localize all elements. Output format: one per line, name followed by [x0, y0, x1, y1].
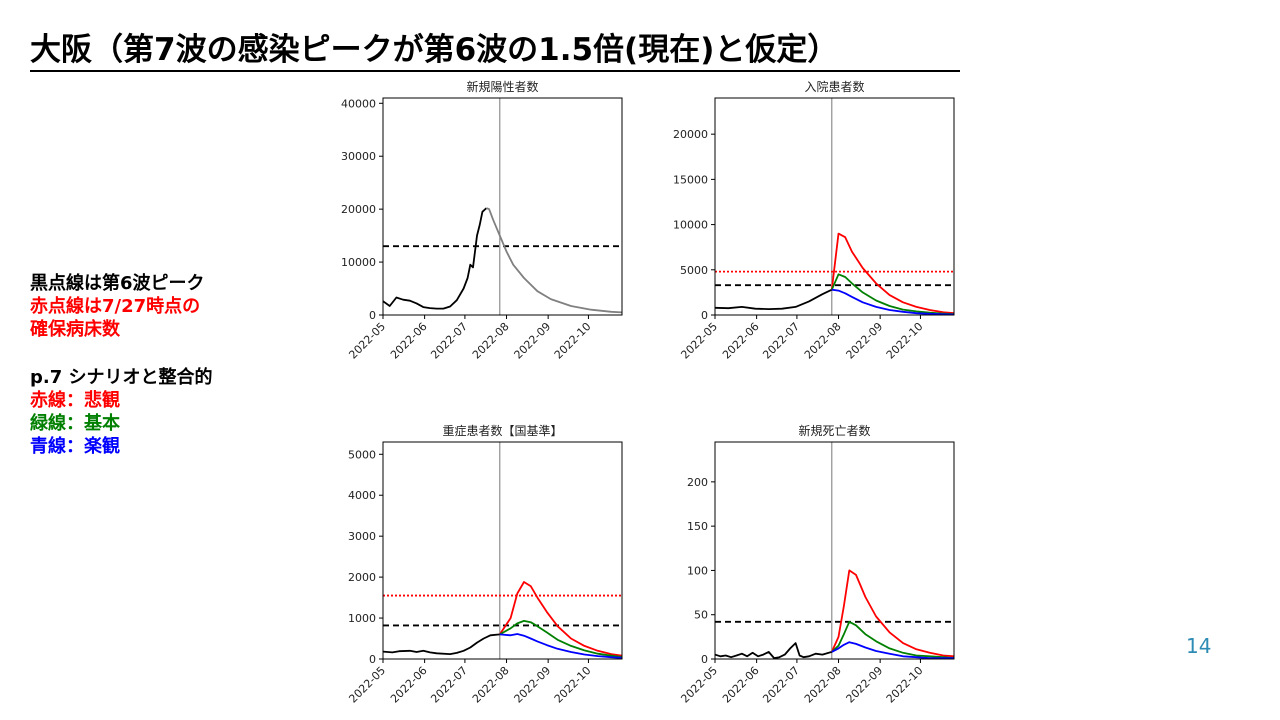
x-tick-label: 2022-09 — [844, 320, 886, 362]
x-tick-label: 2022-09 — [512, 664, 554, 706]
x-tick-label: 2022-07 — [428, 664, 470, 706]
red-dotted-note-line2: 確保病床数 — [30, 319, 120, 340]
plot-area — [383, 442, 622, 659]
optimistic-line-note: 青線：楽観 — [30, 436, 120, 457]
axes-frame — [714, 441, 955, 660]
x-tick-label: 2022-10 — [552, 664, 594, 706]
plot-area — [383, 98, 622, 315]
x-tick-label: 2022-06 — [388, 320, 430, 362]
y-tick-label: 0 — [701, 309, 708, 322]
y-tick-label: 0 — [701, 653, 708, 666]
plot-area — [715, 442, 954, 659]
x-tick-label: 2022-06 — [720, 664, 762, 706]
red-dotted-note-line1: 赤点線は7/27時点の — [30, 296, 201, 317]
y-tick-label: 4000 — [348, 489, 376, 502]
x-tick-label: 2022-09 — [512, 320, 554, 362]
y-tick-label: 10000 — [341, 256, 376, 269]
series-actual — [715, 642, 833, 659]
y-tick-label: 3000 — [348, 530, 376, 543]
chart-title: 新規死亡者数 — [798, 423, 870, 438]
y-tick-label: 20000 — [673, 128, 708, 141]
slide-title: 大阪（第7波の感染ピークが第6波の1.5倍(現在)と仮定） — [30, 30, 960, 72]
x-tick-label: 2022-10 — [552, 320, 594, 362]
x-tick-label: 2022-06 — [720, 320, 762, 362]
y-tick-label: 50 — [694, 609, 708, 622]
series-actual — [715, 288, 833, 311]
y-tick-label: 10000 — [673, 219, 708, 232]
series-optimistic — [831, 641, 954, 659]
plot-area — [715, 98, 954, 315]
x-tick-label: 2022-05 — [346, 664, 388, 706]
series-projection — [486, 207, 622, 314]
series-base — [831, 620, 954, 659]
x-tick-label: 2022-10 — [884, 664, 926, 706]
scenario-heading: p.7 シナリオと整合的 — [30, 367, 213, 388]
x-tick-label: 2022-09 — [844, 664, 886, 706]
x-tick-label: 2022-07 — [428, 320, 470, 362]
y-tick-label: 5000 — [680, 264, 708, 277]
x-tick-label: 2022-08 — [802, 664, 844, 706]
series-pessimistic — [830, 569, 954, 658]
y-tick-label: 0 — [369, 653, 376, 666]
y-tick-label: 20000 — [341, 203, 376, 216]
chart-title: 入院患者数 — [804, 79, 864, 94]
series-actual — [383, 633, 500, 656]
axes-frame — [714, 97, 955, 316]
legend-notes: 黒点線は第6波ピーク 赤点線は7/27時点の 確保病床数 p.7 シナリオと整合… — [30, 272, 310, 458]
page-number: 14 — [1186, 634, 1212, 658]
y-tick-label: 100 — [687, 564, 708, 577]
series-base — [499, 619, 622, 658]
series-optimistic — [499, 633, 622, 659]
x-tick-label: 2022-05 — [678, 320, 720, 362]
y-tick-label: 30000 — [341, 150, 376, 163]
chart-title: 新規陽性者数 — [466, 79, 538, 94]
y-tick-label: 200 — [687, 476, 708, 489]
pessimistic-line-note: 赤線：悲観 — [30, 390, 120, 411]
x-tick-label: 2022-05 — [678, 664, 720, 706]
x-tick-label: 2022-07 — [760, 664, 802, 706]
series-optimistic — [831, 288, 954, 315]
y-tick-label: 40000 — [341, 97, 376, 110]
y-tick-label: 2000 — [348, 571, 376, 584]
series-actual — [383, 207, 488, 310]
y-tick-label: 1000 — [348, 612, 376, 625]
y-tick-label: 15000 — [673, 173, 708, 186]
y-tick-label: 0 — [369, 309, 376, 322]
x-tick-label: 2022-07 — [760, 320, 802, 362]
black-dotted-note: 黒点線は第6波ピーク — [30, 273, 205, 294]
axes-frame — [382, 97, 623, 316]
base-line-note: 緑線：基本 — [30, 413, 120, 434]
x-tick-label: 2022-08 — [470, 664, 512, 706]
series-base — [830, 273, 954, 315]
chart-title: 重症患者数【国基準】 — [442, 423, 562, 438]
series-pessimistic — [499, 581, 622, 657]
x-tick-label: 2022-08 — [802, 320, 844, 362]
x-tick-label: 2022-10 — [884, 320, 926, 362]
x-tick-label: 2022-05 — [346, 320, 388, 362]
axes-frame — [382, 441, 623, 660]
x-tick-label: 2022-06 — [388, 664, 430, 706]
series-pessimistic — [830, 232, 954, 315]
y-tick-label: 5000 — [348, 448, 376, 461]
y-tick-label: 150 — [687, 520, 708, 533]
x-tick-label: 2022-08 — [470, 320, 512, 362]
